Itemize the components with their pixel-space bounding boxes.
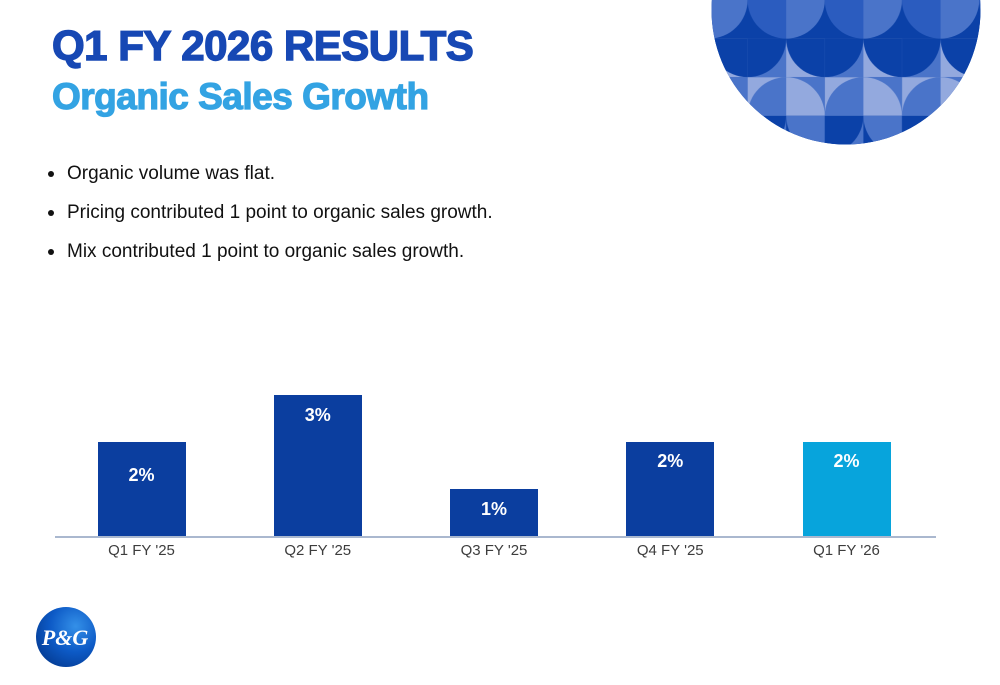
chart-bar: 3% xyxy=(273,395,362,536)
chart-bar: 2% xyxy=(97,442,186,536)
bullet-text: Mix contributed 1 point to organic sales… xyxy=(67,241,465,262)
bar-category-label: Q1 FY '25 xyxy=(108,542,175,559)
decorative-pattern-circle xyxy=(711,0,981,145)
bullet-dot-icon xyxy=(48,249,54,255)
page-title: Q1 FY 2026 RESULTS xyxy=(51,22,474,69)
bar-value-label: 2% xyxy=(833,451,860,471)
bar-value-label: 2% xyxy=(657,451,684,471)
bullet-dot-icon xyxy=(48,210,54,216)
chart-bar: 2% xyxy=(802,442,891,536)
bar-category-label: Q2 FY '25 xyxy=(284,542,352,559)
organic-sales-growth-chart: 2% Q1 FY '25 3% Q2 FY '25 1% Q3 FY '25 2% Q4 FY… xyxy=(0,380,1000,570)
bullet-dot-icon xyxy=(48,171,54,177)
bar-category-label: Q1 FY '26 xyxy=(813,542,880,559)
x-axis-baseline xyxy=(55,536,936,538)
bullet-list: Organic volume was flat. Pricing contrib… xyxy=(46,162,493,279)
pg-logo-text: P&G xyxy=(41,625,89,650)
pg-logo-circle xyxy=(36,607,96,667)
pg-logo: P&G xyxy=(36,607,96,667)
bar-value-label: 1% xyxy=(480,499,507,519)
bullet-item: Mix contributed 1 point to organic sales… xyxy=(46,240,493,264)
chart-bar: 1% xyxy=(450,489,538,536)
page-subtitle: Organic Sales Growth xyxy=(51,76,429,117)
bullet-text: Pricing contributed 1 point to organic s… xyxy=(67,202,493,223)
bullet-text: Organic volume was flat. xyxy=(67,163,276,184)
bullet-item: Organic volume was flat. xyxy=(46,162,493,186)
bar-category-label: Q3 FY '25 xyxy=(460,542,528,559)
bar-category-label: Q4 FY '25 xyxy=(636,542,704,559)
bullet-item: Pricing contributed 1 point to organic s… xyxy=(46,201,493,225)
bar-value-label: 3% xyxy=(304,405,331,425)
chart-bar: 2% xyxy=(626,442,715,536)
bar-value-label: 2% xyxy=(128,465,155,485)
